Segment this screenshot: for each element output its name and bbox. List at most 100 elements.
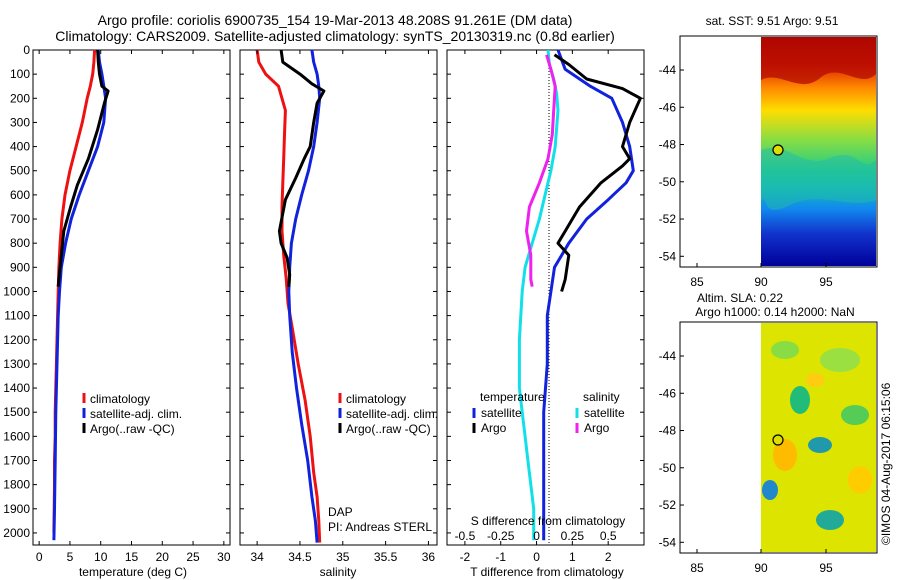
depth-tick-label: 500 [10, 164, 30, 178]
legend-label-satellite: satellite-adj. clim. [90, 407, 182, 421]
sst-map: sat. SST: 9.51 Argo: 9.51 85 90 95 -44 -46 -4… [659, 14, 878, 289]
x-tick-label: 1 [569, 550, 576, 564]
sla-blob [841, 405, 869, 425]
series-line-temperature-satellite [542, 49, 635, 541]
depth-tick-label: 1100 [4, 309, 30, 323]
sla-blob [806, 373, 824, 387]
map-lon-label: 85 [690, 275, 704, 289]
sst-warm-front [761, 37, 876, 85]
sst-caption: sat. SST: 9.51 Argo: 9.51 [706, 14, 839, 28]
s-difference-tick-label: 0.25 [561, 529, 585, 543]
x-tick-label: 34.5 [288, 550, 312, 564]
depth-tick-label: 200 [10, 91, 30, 105]
sla-blob [773, 439, 797, 471]
depth-tick-label: 300 [10, 115, 30, 129]
map-lon-label: 95 [819, 275, 833, 289]
map-lat-label: -46 [659, 386, 677, 400]
sla-blob [816, 510, 844, 530]
salinity-panel: 34 34.5 35 35.5 36 salinity climatology sate… [239, 49, 438, 579]
salinity-axis-label: salinity [320, 565, 357, 579]
map-lat-label: -46 [659, 100, 677, 114]
depth-tick-label: 800 [10, 236, 30, 250]
difference-legend: temperature salinity satellite Argo sate… [472, 390, 625, 435]
depth-tick-label: 700 [10, 212, 30, 226]
legend-label-argo: Argo(..raw -QC) [346, 422, 431, 436]
depth-tick-label: 900 [10, 260, 30, 274]
x-tick-label: 35 [336, 550, 350, 564]
temperature-plot-frame [32, 49, 231, 546]
x-tick-label: 0 [36, 550, 43, 564]
credit-dap: DAP [328, 505, 353, 519]
s-difference-tick-label: -0.25 [487, 529, 515, 543]
x-tick-label: 5 [67, 550, 74, 564]
s-difference-tick-label: -0.5 [455, 529, 476, 543]
legend-label-s-satellite: satellite [584, 406, 625, 420]
title-line-2: Climatology: CARS2009. Satellite-adjuste… [55, 28, 615, 44]
depth-tick-label: 1800 [3, 478, 30, 492]
sst-mid-blob [761, 147, 876, 210]
legend-label-t-satellite: satellite [481, 406, 522, 420]
x-tick-label: 15 [125, 550, 139, 564]
temperature-legend: climatology satellite-adj. clim. Argo(..… [82, 392, 182, 436]
map-lon-label: 95 [819, 561, 833, 575]
sla-blob [771, 341, 799, 359]
series-line-salinity-argo [525, 54, 557, 287]
sla-caption-line-2: Argo h1000: 0.14 h2000: NaN [695, 305, 854, 319]
s-difference-axis-label: S difference from climatology [471, 514, 626, 528]
depth-tick-label: 400 [10, 140, 30, 154]
depth-tick-label: 1600 [3, 429, 30, 443]
x-tick-label: 0 [533, 550, 540, 564]
legend-label-satellite: satellite-adj. clim. [346, 407, 438, 421]
x-tick-label: 36 [422, 550, 436, 564]
x-tick-label: 20 [156, 550, 170, 564]
series-line-salinity-satellite [517, 49, 560, 541]
depth-tick-label: 1400 [3, 381, 30, 395]
legend-label-s-argo: Argo [584, 421, 610, 435]
sla-caption-line-1: Altim. SLA: 0.22 [697, 291, 783, 305]
map-lon-label: 90 [754, 561, 768, 575]
x-tick-label: 30 [217, 550, 231, 564]
x-tick-label: -2 [460, 550, 471, 564]
map-lat-label: -52 [659, 498, 677, 512]
difference-plot-frame [446, 49, 645, 546]
sla-blob [808, 437, 832, 453]
credit-pi: PI: Andreas STERL [328, 520, 432, 534]
temperature-panel: 0 5 10 15 20 25 30 0 100 200 300 400 500 600 700 800 90… [3, 43, 231, 579]
map-lat-label: -44 [659, 349, 677, 363]
salinity-plot-frame [239, 49, 438, 546]
x-tick-label: 2 [605, 550, 612, 564]
s-difference-tick-label: 0 [533, 529, 540, 543]
depth-tick-label: 1500 [3, 405, 30, 419]
series-line-temperature-argo [553, 53, 642, 292]
depth-tick-label: 600 [10, 188, 30, 202]
series-line-argo-raw-qc [277, 49, 326, 287]
sla-blob [790, 386, 810, 414]
s-difference-tick-label: 0.5 [600, 529, 617, 543]
map-lat-label: -54 [659, 249, 677, 263]
map-lat-label: -50 [659, 175, 677, 189]
map-lon-label: 85 [690, 561, 704, 575]
depth-tick-label: 1900 [3, 502, 30, 516]
map-lat-label: -48 [659, 424, 677, 438]
title-line-1: Argo profile: coriolis 6900735_154 19-Ma… [98, 12, 573, 28]
map-lat-label: -52 [659, 212, 677, 226]
x-tick-label: 34 [250, 550, 264, 564]
temperature-axis-label: temperature (deg C) [79, 565, 187, 579]
depth-tick-label: 1200 [3, 333, 30, 347]
map-lon-label: 90 [754, 275, 768, 289]
depth-tick-label: 1000 [3, 284, 30, 298]
difference-panel: -2 -1 0 1 2 -0.5 -0.25 0 0.25 0.5 T difference f… [446, 49, 645, 579]
depth-tick-label: 100 [10, 67, 30, 81]
series-line-satellite-adj-clim [287, 49, 322, 543]
legend-header-salinity: salinity [583, 390, 620, 404]
legend-label-climatology: climatology [346, 392, 406, 406]
sla-argo-marker [772, 434, 784, 446]
sla-map: Altim. SLA: 0.22 Argo h1000: 0.14 h2000:… [659, 291, 878, 575]
sst-argo-marker [772, 144, 784, 156]
depth-tick-label: 1700 [3, 453, 30, 467]
x-tick-label: -1 [495, 550, 506, 564]
depth-tick-label: 0 [23, 43, 30, 57]
map-lat-label: -48 [659, 138, 677, 152]
map-lat-label: -50 [659, 461, 677, 475]
